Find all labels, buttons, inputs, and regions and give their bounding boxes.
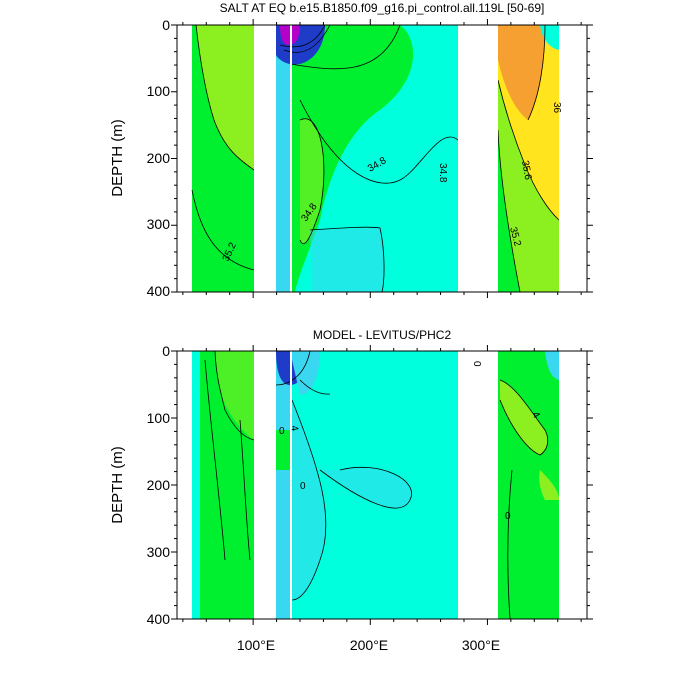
y-tick-label: 0	[162, 17, 170, 33]
land-mask	[458, 351, 498, 619]
contour-band-neg	[192, 351, 200, 619]
salinity-field	[191, 25, 560, 292]
contour-band-zero	[276, 430, 290, 470]
contour-band-low	[276, 25, 290, 292]
y-tick-label: 300	[147, 216, 171, 232]
land-mask	[290, 351, 292, 619]
contour-band-neg	[290, 351, 320, 395]
contour-label: 0	[300, 481, 306, 492]
land-mask	[290, 25, 292, 292]
y-tick-label: 200	[147, 150, 171, 166]
contour-band-high	[300, 118, 324, 244]
contour-band-neg	[545, 351, 559, 380]
contour-lines	[204, 351, 549, 619]
land-mask	[254, 25, 276, 292]
panel-salinity: SALT AT EQ b.e15.B1850.f09_g16.pi_contro…	[109, 1, 593, 299]
y-tick-label: 200	[147, 477, 171, 493]
land-mask	[254, 351, 276, 619]
y-axis-labels: 0 100 200 300 400	[147, 343, 171, 627]
contour-lines	[191, 25, 560, 292]
y-axis-title: DEPTH (m)	[109, 119, 126, 197]
contour-band	[192, 190, 254, 292]
contour-band-pos	[539, 470, 559, 500]
contour-label: 35.2	[507, 226, 523, 248]
y-tick-label: 100	[147, 410, 171, 426]
contour-band-neg	[320, 467, 412, 509]
x-tick-label: 300°E	[462, 637, 500, 653]
contour-label: 34.8	[437, 163, 448, 183]
y-tick-label: 300	[147, 544, 171, 560]
contour-label: 35.6	[519, 160, 533, 182]
contour-band-high	[196, 25, 254, 170]
axis-ticks	[171, 19, 593, 298]
contour-band-neg	[292, 400, 326, 600]
contour-label: 0	[505, 511, 511, 522]
x-axis-labels: 100°E 200°E 300°E	[237, 637, 500, 653]
contour-label: 0	[279, 426, 285, 437]
y-tick-label: 0	[162, 343, 170, 359]
contour-band-low	[310, 228, 385, 292]
contour-band-saltiest	[498, 25, 545, 120]
contour-label: 4	[529, 410, 542, 421]
panel-title: MODEL - LEVITUS/PHC2	[313, 328, 452, 342]
panel-difference: MODEL - LEVITUS/PHC2	[109, 328, 593, 653]
x-tick-label: 200°E	[350, 637, 388, 653]
contour-label: 0	[471, 361, 482, 367]
axis-ticks	[171, 345, 593, 625]
y-tick-label: 400	[147, 283, 171, 299]
contour-band-neg	[276, 351, 290, 619]
contour-label: 36	[551, 102, 562, 114]
contour-band-pos	[500, 380, 548, 455]
y-axis-labels: 0 100 200 300 400	[147, 17, 171, 299]
panel-title: SALT AT EQ b.e15.B1850.f09_g16.pi_contro…	[220, 1, 545, 15]
contour-band	[290, 25, 414, 292]
land-mask	[458, 25, 498, 292]
y-tick-label: 100	[147, 83, 171, 99]
contour-band-pos	[215, 351, 254, 440]
x-tick-label: 100°E	[237, 637, 275, 653]
y-axis-title: DEPTH (m)	[109, 446, 126, 524]
difference-field	[192, 351, 559, 619]
contour-label: 4	[288, 425, 300, 433]
y-tick-label: 400	[147, 611, 171, 627]
